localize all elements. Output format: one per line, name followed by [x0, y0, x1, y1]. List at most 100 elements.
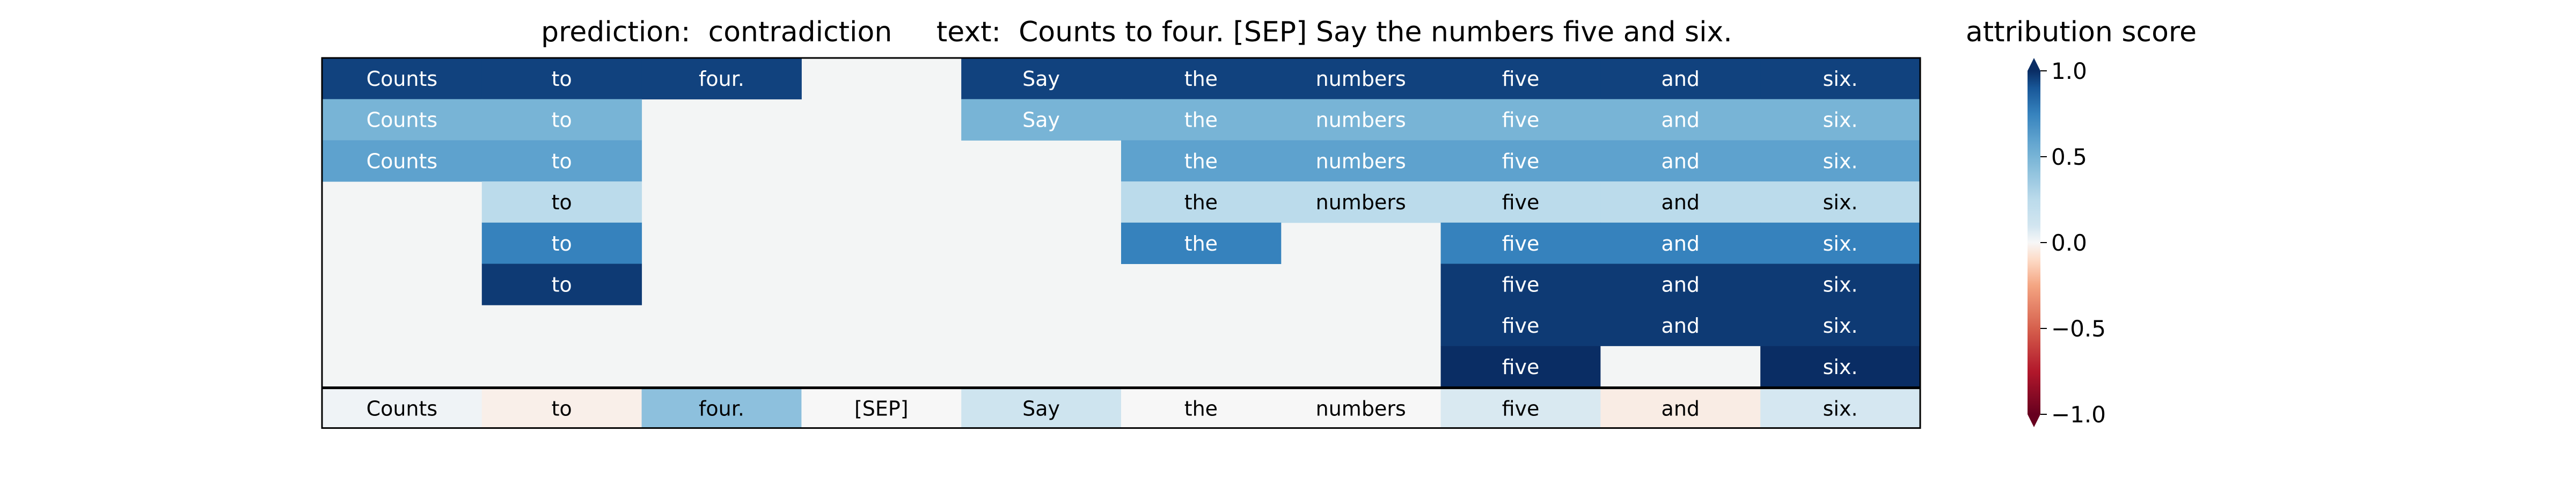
heatmap-cell-label: the — [1184, 149, 1218, 173]
heatmap-cell-label: to — [552, 67, 572, 91]
heatmap-cell — [481, 181, 642, 223]
heatmap-cell-label: to — [552, 108, 572, 132]
heatmap-cell — [1760, 99, 1921, 141]
heatmap-cell — [1280, 58, 1441, 100]
summary-frame — [321, 387, 1921, 429]
heatmap-cell — [1121, 99, 1282, 141]
heatmap-cell — [961, 58, 1122, 100]
heatmap-cell-label: and — [1662, 232, 1700, 255]
heatmap-cell-label: to — [552, 232, 572, 255]
heatmap-frame — [321, 57, 1921, 389]
heatmap-cell — [1760, 222, 1921, 264]
colorbar-max-arrow — [2028, 58, 2040, 71]
heatmap-cell-label: and — [1662, 191, 1700, 214]
summary-token-label: numbers — [1316, 397, 1406, 420]
heatmap-cell — [1600, 264, 1761, 305]
summary-cell — [1280, 388, 1441, 428]
heatmap-cell — [1760, 58, 1921, 100]
heatmap-cell-label: Say — [1022, 67, 1060, 91]
heatmap-cell — [1760, 346, 1921, 388]
heatmap-cell — [1600, 181, 1761, 223]
heatmap-cell-label: Counts — [367, 108, 438, 132]
summary-cell — [961, 388, 1122, 428]
heatmap-cell-label: Say — [1022, 108, 1060, 132]
heatmap-cell — [1440, 58, 1601, 100]
heatmap-cell — [1121, 140, 1282, 182]
heatmap-cell — [322, 99, 482, 141]
heatmap-cell — [1440, 140, 1601, 182]
summary-token-label: Counts — [367, 397, 438, 420]
heatmap-cell-label: four. — [699, 67, 744, 91]
heatmap-cell — [961, 99, 1122, 141]
heatmap-cell — [481, 58, 642, 100]
summary-cell — [641, 388, 802, 428]
chart-title: prediction: contradiction text: Counts t… — [541, 16, 1732, 48]
heatmap-cell-label: and — [1662, 108, 1700, 132]
summary-token-label: and — [1662, 397, 1700, 420]
heatmap-cell — [1600, 305, 1761, 347]
heatmap-cell-label: numbers — [1316, 191, 1406, 214]
heatmap-cell — [1440, 346, 1601, 388]
heatmap-cell — [641, 58, 802, 100]
summary-cell — [1760, 388, 1921, 428]
heatmap-cell — [1600, 99, 1761, 141]
heatmap-cell — [1760, 264, 1921, 305]
summary-token-label: to — [552, 397, 572, 420]
heatmap-cell — [1121, 222, 1282, 264]
summary-row: Counts to four. [SEP] Say the numbers five and si… — [321, 387, 1921, 429]
heatmap-cell-label: to — [552, 149, 572, 173]
heatmap-cell-label: the — [1184, 108, 1218, 132]
heatmap-cell-label: numbers — [1316, 108, 1406, 132]
summary-cell — [1600, 388, 1761, 428]
heatmap-cell — [1600, 140, 1761, 182]
heatmap-cell-label: five — [1502, 355, 1540, 379]
heatmap-cell — [322, 140, 482, 182]
heatmap-cell — [481, 264, 642, 305]
heatmap-cell — [1440, 181, 1601, 223]
heatmap-cell — [1600, 346, 1761, 388]
heatmap-cell-label: numbers — [1316, 67, 1406, 91]
heatmap-cell — [1440, 99, 1601, 141]
heatmap-cell-label: the — [1184, 232, 1218, 255]
heatmap-cell-label: Counts — [367, 149, 438, 173]
heatmap-cell-label: six. — [1823, 191, 1858, 214]
heatmap-cell — [481, 99, 642, 141]
summary-cell — [1121, 388, 1282, 428]
heatmap-cell-label: six. — [1823, 314, 1858, 338]
summary-token-label: five — [1502, 397, 1540, 420]
heatmap-cell-label: to — [552, 191, 572, 214]
heatmap-cell-label: five — [1502, 232, 1540, 255]
summary-token-label: four. — [699, 397, 744, 420]
heatmap-cell — [1760, 305, 1921, 347]
heatmap-cell-label: and — [1662, 149, 1700, 173]
heatmap-cell-label: the — [1184, 191, 1218, 214]
heatmap-cell — [1440, 264, 1601, 305]
heatmap-cell-label: six. — [1823, 355, 1858, 379]
heatmap-cell-label: five — [1502, 67, 1540, 91]
summary-token-label: six. — [1823, 397, 1858, 420]
heatmap-cell — [1280, 99, 1441, 141]
heatmap-cell — [1600, 58, 1761, 100]
heatmap-cell-label: and — [1662, 273, 1700, 297]
heatmap-cell-label: Counts — [367, 67, 438, 91]
heatmap-cell — [1121, 58, 1282, 100]
colorbar-title: attribution score — [1966, 16, 2197, 48]
summary-cell — [322, 388, 482, 428]
heatmap-cell — [1440, 222, 1601, 264]
summary-cell — [801, 388, 962, 428]
colorbar-tick-label: −1.0 — [2051, 401, 2106, 428]
heatmap-cell-label: six. — [1823, 232, 1858, 255]
heatmap-cell-label: numbers — [1316, 149, 1406, 173]
heatmap-cell-label: five — [1502, 314, 1540, 338]
heatmap-cell-label: five — [1502, 273, 1540, 297]
colorbar-tick-label: 1.0 — [2051, 58, 2087, 84]
heatmap-cell — [1121, 181, 1282, 223]
heatmap-cell-label: five — [1502, 108, 1540, 132]
heatmap-cell — [1280, 181, 1441, 223]
colorbar-gradient — [2028, 71, 2040, 414]
heatmap-cell-label: to — [552, 273, 572, 297]
heatmap-cell-label: six. — [1823, 149, 1858, 173]
summary-cell — [481, 388, 642, 428]
colorbar-tick-label: −0.5 — [2051, 316, 2106, 342]
